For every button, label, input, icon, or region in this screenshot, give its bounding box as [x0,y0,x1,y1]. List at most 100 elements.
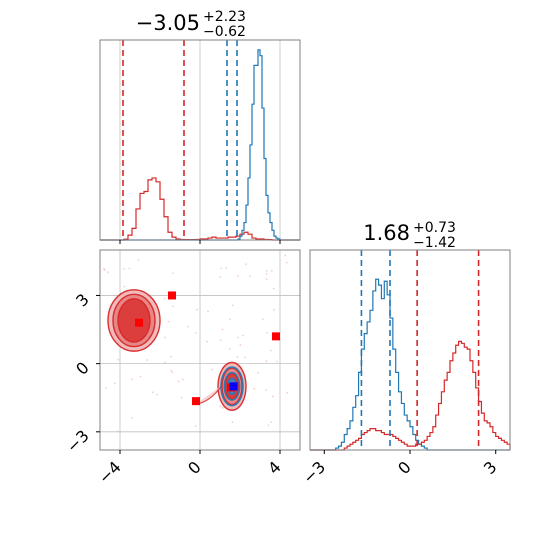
scatter-point [249,275,252,278]
panel-1-ticks [119,240,281,244]
histogram-panel-param-1: −3.05 +2.23 −0.62 [99,9,301,244]
scatter-point [257,372,259,374]
scatter-point [225,267,228,269]
scatter-point [270,269,273,272]
histogram-step-red [310,340,511,451]
x-tick-label: 0 [184,457,205,478]
scatter-point [220,267,223,270]
scatter-point [284,254,287,257]
scatter-point [242,334,244,337]
x-tick-label: −4 [95,457,125,487]
scatter-point [106,271,109,274]
scatter-point [272,308,275,311]
scatter-point [267,424,270,427]
panel-2-title-plus: +0.73 [413,220,456,236]
scatter-point [137,259,140,261]
histogram-panel-param-2: −3 0 3 1.68 +0.73 −1.42 [299,220,511,488]
scatter-point [286,391,289,394]
scatter-point [269,349,272,352]
scatter-point [164,336,167,339]
scatter-point [272,287,275,290]
scatter-point [221,328,224,331]
panel-1-quantile-lines [122,40,238,240]
scatter-point [181,378,184,381]
scatter-point [131,378,133,380]
red-square-marker [168,291,176,300]
scatter-point [236,355,239,358]
scatter-point [194,332,197,334]
scatter-point [112,294,115,297]
y-tick-label: 0 [72,358,93,379]
scatter-point [272,395,274,398]
panel-2-quantile-lines [360,250,480,450]
scatter-point [177,380,180,383]
scatter-point [266,331,269,334]
panel-3-markers [135,291,280,406]
scatter-point [237,336,240,339]
scatter-point [270,421,273,423]
scatter-point [265,360,268,363]
scatter-point [253,388,256,390]
x-tick-label: 3 [480,457,501,478]
scatter-point [275,360,278,363]
scatter-point [207,310,209,313]
panel-2-title-value: 1.68 [363,221,410,245]
panel-1-title-plus: +2.23 [203,9,246,25]
x-tick-label: −3 [299,457,329,487]
scatter-point [261,318,264,321]
scatter-point [171,305,174,308]
red-contour-level [117,298,151,343]
scatter-point [180,396,183,399]
scatter-point [265,278,268,281]
red-square-marker [272,332,280,341]
scatter-point [221,406,224,409]
red-square-marker [135,318,143,327]
blue-square-marker [229,382,238,391]
panel-1-title-value: −3.05 [136,11,200,35]
scatter-point [187,325,190,328]
scatter-point [128,267,131,270]
blue-contour-level [220,366,244,407]
scatter-point [196,308,198,311]
scatter-point [219,339,222,342]
panel-2-series [310,278,511,451]
scatter-point [163,361,166,364]
scatter-point [206,340,209,343]
scatter-point [194,425,197,427]
scatter-point [231,421,234,424]
scatter-point [265,269,268,272]
scatter-point [156,393,159,396]
scatter-point [232,304,234,307]
contour-panel: −4 0 4 3 0 −3 [63,249,301,488]
scatter-point [171,371,174,374]
scatter-point [117,358,120,361]
scatter-point [243,356,246,359]
scatter-point [131,417,134,419]
scatter-point [123,285,126,288]
scatter-point [105,386,107,389]
x-tick-label: 0 [394,457,415,478]
panel-3-contours [107,289,247,411]
panel-1-title-minus: −0.62 [203,24,246,40]
panel-3-ticks: −4 0 4 3 0 −3 [63,290,285,488]
panel-1-grid [119,40,281,240]
scatter-point [167,320,170,323]
scatter-point [211,368,213,371]
y-tick-label: −3 [63,426,93,456]
scatter-point [152,391,154,394]
scatter-point [171,272,174,275]
scatter-point [163,297,166,300]
scatter-point [123,267,126,270]
x-tick-label: 4 [264,457,285,478]
scatter-point [103,269,106,271]
scatter-point [237,275,240,278]
histogram-step-blue [310,278,510,451]
scatter-point [117,430,119,433]
scatter-point [285,261,288,264]
panel-2-frame [309,249,511,451]
scatter-point [103,267,105,270]
y-tick-label: 3 [72,290,93,311]
scatter-point [146,359,149,361]
scatter-point [219,405,222,408]
